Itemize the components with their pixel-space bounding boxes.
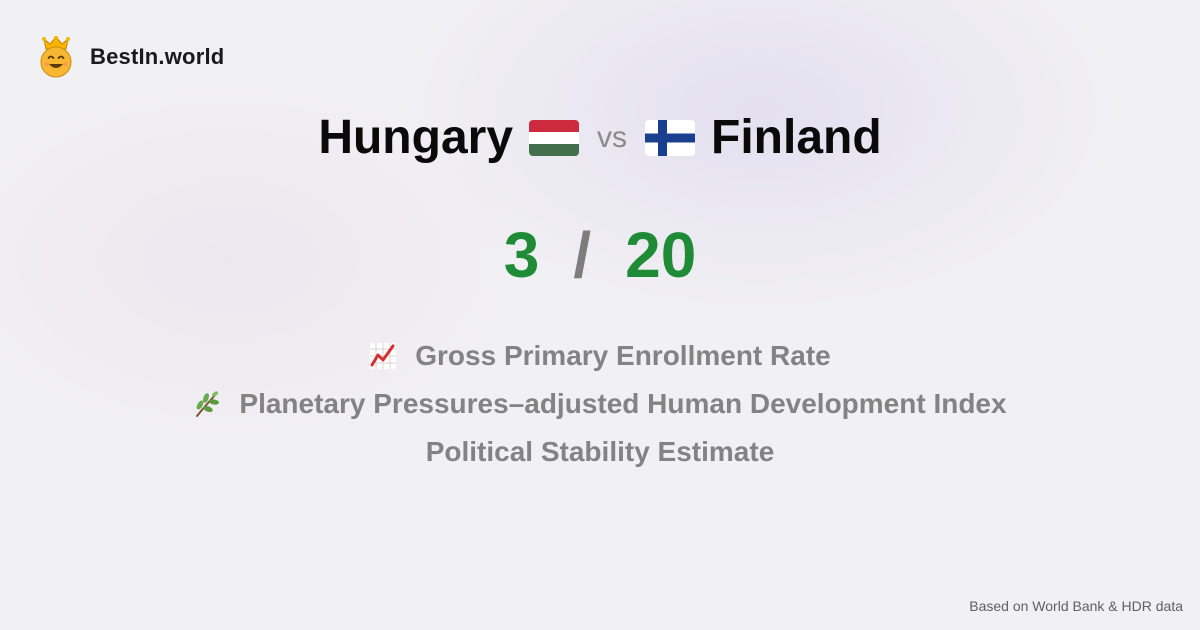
right-score: 20: [625, 219, 697, 291]
brand-name: BestIn.world: [90, 44, 225, 69]
metric-label: Planetary Pressures–adjusted Human Devel…: [239, 388, 1007, 419]
metric-item: Planetary Pressures–adjusted Human Devel…: [193, 388, 1007, 420]
left-country-name: Hungary: [318, 111, 514, 164]
brand[interactable]: BestIn.world: [38, 36, 224, 78]
comparison-title: Hungary vs Finland: [0, 110, 1200, 165]
score: 3 / 20: [0, 218, 1200, 292]
finland-flag-icon: [645, 119, 696, 156]
right-country-name: Finland: [711, 111, 882, 164]
metric-label: Political Stability Estimate: [425, 436, 775, 467]
metric-item: Gross Primary Enrollment Rate: [369, 340, 831, 372]
metrics-list: Gross Primary Enrollment Rate Planetary …: [0, 340, 1200, 468]
herb-icon: [196, 391, 220, 417]
crowned-smiley-icon: [40, 36, 72, 78]
chart-increasing-icon: [370, 343, 397, 369]
vs-label: vs: [597, 120, 628, 154]
left-score: 3: [503, 219, 540, 291]
data-source-note: Based on World Bank & HDR data: [969, 598, 1183, 614]
score-separator: /: [573, 219, 592, 291]
hungary-flag-icon: [529, 119, 580, 156]
metric-item: Political Stability Estimate: [426, 436, 775, 468]
metric-label: Gross Primary Enrollment Rate: [415, 340, 831, 371]
